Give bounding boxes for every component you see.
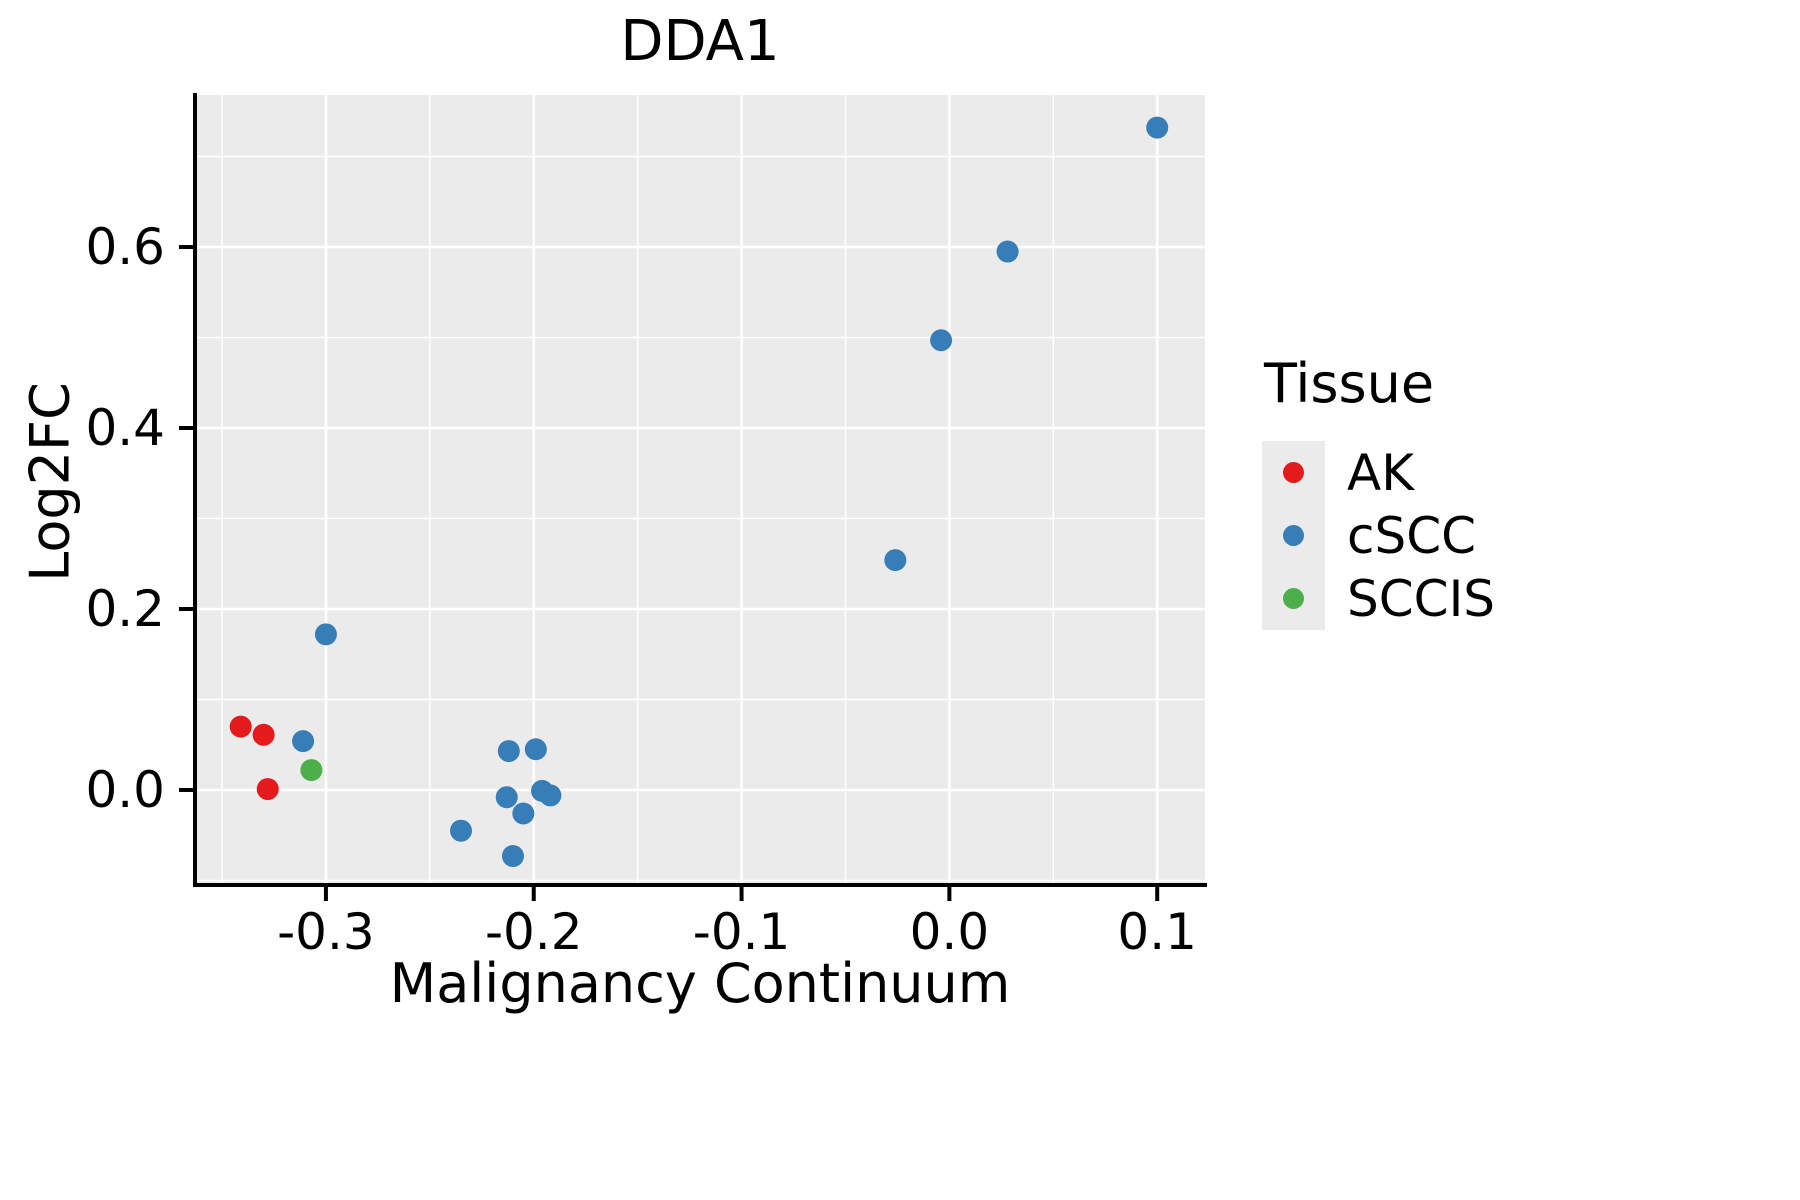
chart-title: DDA1 bbox=[620, 9, 780, 74]
legend-key bbox=[1262, 504, 1325, 567]
y-tick-label: 0.2 bbox=[85, 580, 165, 638]
y-tick-label: 0.6 bbox=[85, 218, 165, 276]
y-tick-label: 0.4 bbox=[85, 399, 165, 457]
data-point-ak bbox=[256, 778, 279, 801]
legend-item-cscc: cSCC bbox=[1262, 504, 1495, 567]
legend-key bbox=[1262, 567, 1325, 630]
data-point-cscc bbox=[497, 740, 520, 763]
data-point-cscc bbox=[930, 329, 953, 352]
legend-item-label: SCCIS bbox=[1347, 569, 1496, 628]
y-tick-label: 0.0 bbox=[85, 761, 165, 819]
legend-item-ak: AK bbox=[1262, 441, 1495, 504]
x-tick-label: -0.2 bbox=[485, 903, 583, 961]
data-point-cscc bbox=[292, 730, 315, 753]
x-tick-label: 0.0 bbox=[910, 903, 990, 961]
legend-dot-ak bbox=[1283, 462, 1304, 483]
data-point-ak bbox=[229, 715, 252, 738]
y-axis-label: Log2FC bbox=[18, 382, 82, 582]
x-axis-label: Malignancy Continuum bbox=[389, 952, 1011, 1015]
legend-dot-cscc bbox=[1283, 525, 1304, 546]
data-point-cscc bbox=[884, 549, 907, 572]
legend-dot-sccis bbox=[1283, 588, 1304, 609]
data-point-cscc bbox=[314, 623, 337, 646]
x-tick-label: -0.3 bbox=[277, 903, 375, 961]
legend-item-label: cSCC bbox=[1347, 506, 1477, 565]
legend-key bbox=[1262, 441, 1325, 504]
legend-title: Tissue bbox=[1264, 352, 1435, 415]
data-point-cscc bbox=[1146, 116, 1169, 139]
data-point-cscc bbox=[996, 240, 1019, 263]
data-point-cscc bbox=[512, 802, 535, 825]
x-tick-label: -0.1 bbox=[693, 903, 791, 961]
data-point-cscc bbox=[450, 819, 473, 842]
data-point-ak bbox=[252, 723, 275, 746]
legend: Tissue AK cSCC SCCIS bbox=[1262, 352, 1495, 630]
legend-item-sccis: SCCIS bbox=[1262, 567, 1495, 630]
data-point-cscc bbox=[495, 786, 518, 809]
data-point-sccis bbox=[300, 759, 323, 782]
legend-item-label: AK bbox=[1347, 443, 1414, 502]
x-tick-label: 0.1 bbox=[1117, 903, 1197, 961]
data-point-cscc bbox=[539, 784, 562, 807]
data-point-cscc bbox=[524, 738, 547, 761]
data-point-cscc bbox=[501, 845, 524, 868]
plot-panel bbox=[195, 95, 1205, 885]
